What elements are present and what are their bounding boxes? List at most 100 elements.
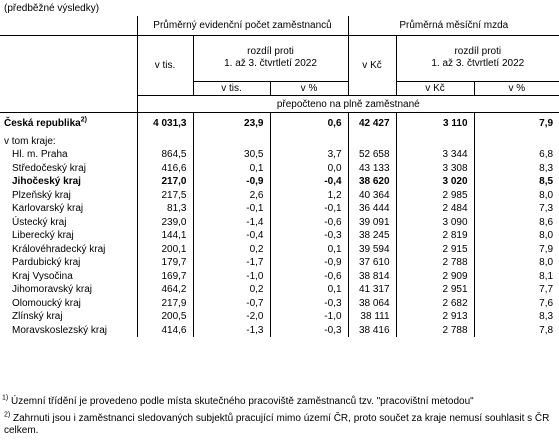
region-name: Pardubický kraj — [12, 257, 81, 269]
table-row: Moravskoslezský kraj 414,6 -1,3 -0,3 38 416 2… — [0, 323, 559, 337]
table-row: Jihomoravský kraj 464,2 0,2 0,1 41 317 2 951 7… — [0, 283, 559, 297]
employees-value: 464,2 — [136, 283, 193, 297]
republic-wage-diff-pct: 7,9 — [473, 112, 559, 135]
subheader-v-kc: v Kč — [395, 81, 475, 96]
wage-diff: 2 915 — [395, 242, 475, 256]
wage-value: 38 814 — [347, 269, 397, 283]
rozdil-line2: 1. až 3. čtvrtletí 2022 — [431, 58, 525, 69]
employees-value: 144,1 — [136, 229, 193, 243]
wage-diff-pct: 8,0 — [473, 229, 559, 243]
wage-diff: 2 951 — [395, 283, 475, 297]
employees-diff: 30,5 — [192, 148, 270, 162]
wage-diff-pct: 7,7 — [473, 283, 559, 297]
wage-value: 43 133 — [347, 161, 397, 175]
table-row: Kraj Vysočina 169,7 -1,0 -0,6 38 814 2 909 8,1 — [0, 269, 559, 283]
header-wage: Průměrná měsíční mzda — [347, 16, 559, 36]
wage-value: 36 444 — [347, 202, 397, 216]
republic-employees: 4 031,3 — [136, 112, 193, 135]
wage-diff-pct: 7,9 — [473, 242, 559, 256]
employees-diff-pct: -0,4 — [269, 175, 349, 189]
v-tom-kraje-label: v tom kraje: — [4, 135, 56, 147]
republic-wage-diff: 3 110 — [395, 112, 475, 135]
footnote-2: 2) Zahrnuti jsou i zaměstnanci sledovaný… — [4, 411, 550, 436]
table-row: Liberecký kraj 144,1 -0,4 -0,3 38 245 2 819 8,… — [0, 229, 559, 243]
header-v-tis: v tis. — [136, 35, 193, 96]
employees-value: 416,6 — [136, 161, 193, 175]
employees-diff-pct: -1,0 — [269, 310, 349, 324]
employees-value: 239,0 — [136, 215, 193, 229]
region-name: Hl. m. Praha — [12, 149, 68, 161]
employees-value: 414,6 — [136, 323, 193, 337]
employees-diff-pct: -0,3 — [269, 296, 349, 310]
table-row: Karlovarský kraj 81,3 -0,1 -0,1 36 444 2 484 7… — [0, 202, 559, 216]
republic-wage: 42 427 — [347, 112, 397, 135]
employees-value: 217,5 — [136, 188, 193, 202]
wage-value: 41 317 — [347, 283, 397, 297]
wage-diff-pct: 8,0 — [473, 188, 559, 202]
region-name: Olomoucký kraj — [12, 297, 81, 309]
wage-diff: 3 344 — [395, 148, 475, 162]
employees-diff-pct: -0,6 — [269, 269, 349, 283]
table-row: Jihočeský kraj 217,0 -0,9 -0,4 38 620 3 020 8,… — [0, 175, 559, 189]
wage-diff-pct: 8,1 — [473, 269, 559, 283]
wage-diff: 2 913 — [395, 310, 475, 324]
wage-diff: 2 985 — [395, 188, 475, 202]
rozdil-line2: 1. až 3. čtvrtletí 2022 — [224, 58, 317, 69]
wage-diff: 2 788 — [395, 256, 475, 270]
employees-diff: -1,7 — [192, 256, 270, 270]
header-v-kc: v Kč — [347, 35, 397, 96]
table-row: Středočeský kraj 416,6 0,1 0,0 43 133 3 308 8,… — [0, 161, 559, 175]
wage-diff-pct: 7,6 — [473, 296, 559, 310]
rozdil-line1: rozdíl proti — [454, 46, 502, 57]
wage-diff: 2 788 — [395, 323, 475, 337]
republic-diff-pct: 0,6 — [269, 112, 349, 135]
wage-diff: 2 682 — [395, 296, 475, 310]
wage-diff-pct: 7,8 — [473, 323, 559, 337]
region-name: Ústecký kraj — [12, 216, 67, 228]
wage-value: 37 610 — [347, 256, 397, 270]
table-row: Plzeňský kraj 217,5 2,6 1,2 40 364 2 985 8,0 — [0, 188, 559, 202]
header-rozdil-wage: rozdíl proti 1. až 3. čtvrtletí 2022 — [395, 35, 559, 82]
table-row: Olomoucký kraj 217,9 -0,7 -0,3 38 064 2 682 7,… — [0, 296, 559, 310]
table-row: Královéhradecký kraj 200,1 0,2 0,1 39 594 2 9… — [0, 242, 559, 256]
employees-diff: 0,2 — [192, 283, 270, 297]
republic-diff: 23,9 — [192, 112, 270, 135]
region-name: Jihomoravský kraj — [12, 284, 93, 296]
employees-diff-pct: -0,3 — [269, 323, 349, 337]
employees-value: 864,5 — [136, 148, 193, 162]
region-name: Zlínský kraj — [12, 311, 63, 323]
employees-value: 179,7 — [136, 256, 193, 270]
wage-diff: 3 090 — [395, 215, 475, 229]
region-name: Středočeský kraj — [12, 162, 86, 174]
wage-diff-pct: 6,8 — [473, 148, 559, 162]
table-row: Ústecký kraj 239,0 -1,4 -0,6 39 091 3 090 8,6 — [0, 215, 559, 229]
wage-diff-pct: 8,3 — [473, 310, 559, 324]
employees-value: 200,1 — [136, 242, 193, 256]
wage-diff-pct: 7,3 — [473, 202, 559, 216]
region-name: Královéhradecký kraj — [12, 243, 106, 255]
wage-diff: 3 308 — [395, 161, 475, 175]
header-empty — [0, 16, 137, 36]
region-name: Jihočeský kraj — [12, 176, 81, 188]
subheader-v-tis: v tis. — [192, 81, 270, 96]
employees-diff: 0,2 — [192, 242, 270, 256]
employees-diff-pct: 0,1 — [269, 283, 349, 297]
employees-diff: 2,6 — [192, 188, 270, 202]
wage-value: 52 658 — [347, 148, 397, 162]
employees-diff: -0,4 — [192, 229, 270, 243]
wage-diff-pct: 8,5 — [473, 175, 559, 189]
employees-diff-pct: -0,3 — [269, 229, 349, 243]
table-row: Hl. m. Praha 864,5 30,5 3,7 52 658 3 344 6,8 — [0, 148, 559, 162]
wage-diff-pct: 8,0 — [473, 256, 559, 270]
wage-diff: 2 909 — [395, 269, 475, 283]
header-recalc: přepočteno na plně zaměstnané — [136, 95, 559, 113]
table-row: Pardubický kraj 179,7 -1,7 -0,9 37 610 2 788 8… — [0, 256, 559, 270]
wage-value: 38 064 — [347, 296, 397, 310]
table-row: Zlínský kraj 200,5 -2,0 -1,0 38 111 2 913 8,3 — [0, 310, 559, 324]
employees-diff: -2,0 — [192, 310, 270, 324]
rozdil-line1: rozdíl proti — [247, 46, 294, 57]
employees-diff: -1,4 — [192, 215, 270, 229]
region-name: Kraj Vysočina — [12, 270, 73, 282]
header-employees: Průměrný evidenční počet zaměstnanců — [136, 16, 349, 36]
republic-name: Česká republika2) — [4, 116, 87, 130]
